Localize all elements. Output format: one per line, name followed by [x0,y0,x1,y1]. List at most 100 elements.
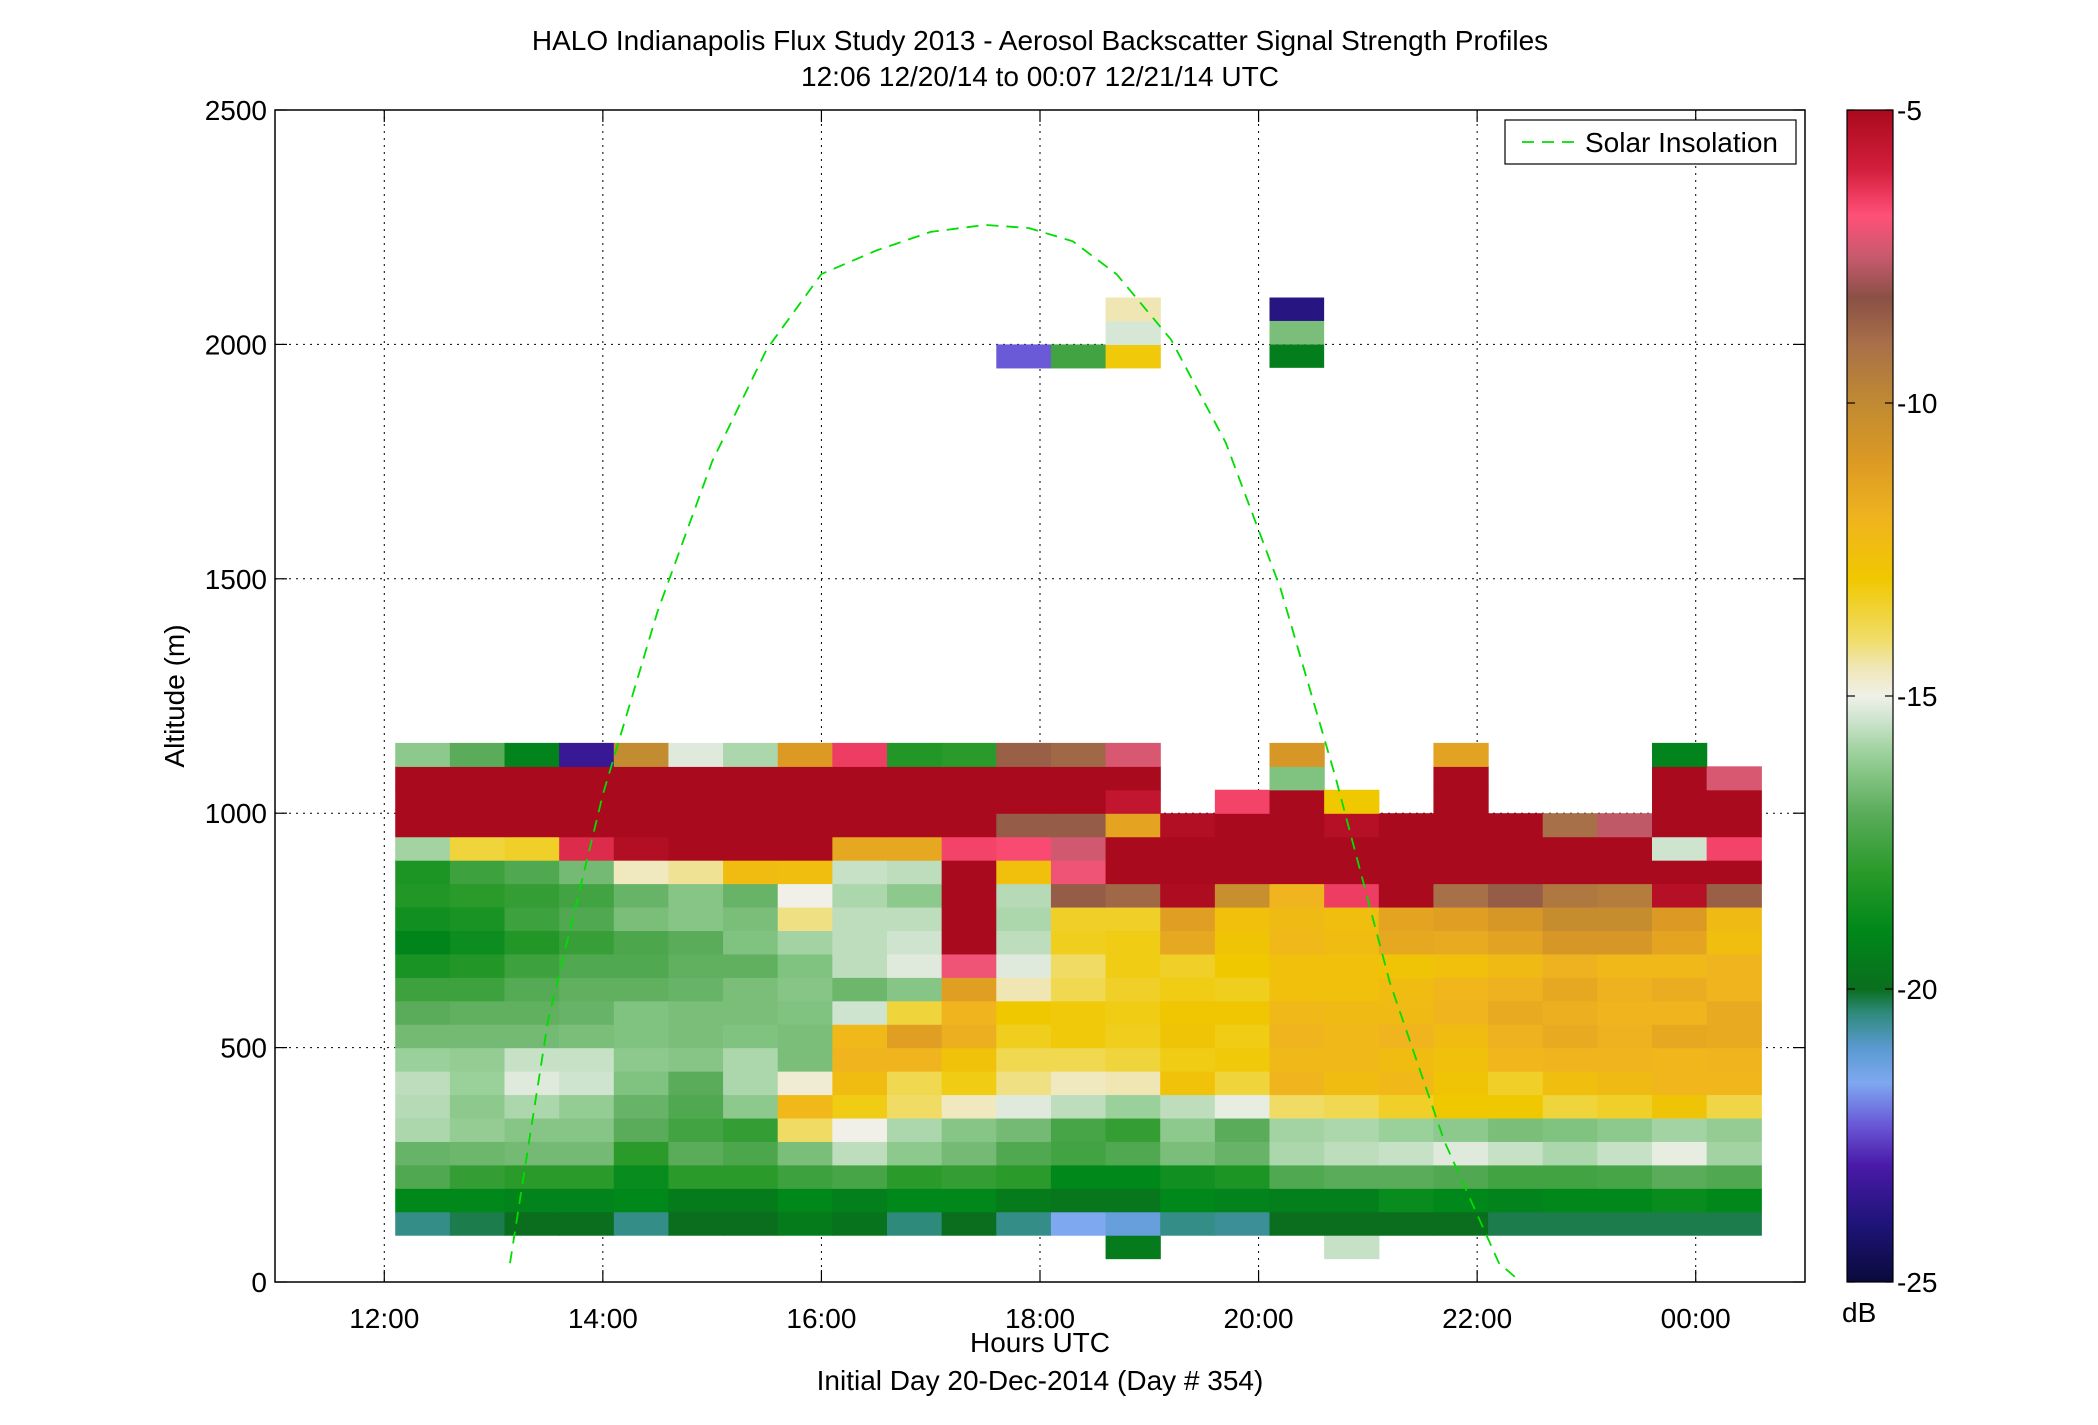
heatmap-cell-r12-c10 [941,953,997,978]
heatmap-cell-r17-c5 [668,836,724,861]
heatmap-cell-r20-c1 [449,766,506,791]
heatmap-cell-r3-c12 [1050,1164,1107,1189]
heatmap-cell-r11-c0 [395,977,451,1002]
heatmap-cell-r10-c22 [1597,1000,1653,1025]
heatmap-cell-r0-c13 [1105,1235,1161,1260]
heatmap-cell-r13-c6 [723,930,779,955]
heatmap-cell-r12-c9 [887,953,943,978]
heatmap-cell-r18-c24 [1706,813,1762,838]
heatmap-cell-r17-c0 [395,836,451,861]
heatmap-cell-r17-c4 [613,836,670,861]
heatmap-cell-r17-c7 [777,836,833,861]
heatmap-cell-r5-c10 [941,1117,997,1142]
heatmap-cell-r18-c4 [613,813,670,838]
heatmap-cell-r14-c20 [1488,906,1544,931]
heatmap-cell-r15-c6 [723,883,779,908]
heatmap-cell-r9-c3 [559,1024,615,1049]
heatmap-cell-r18-c2 [504,813,560,838]
heatmap-cell-r14-c11 [996,906,1052,931]
heatmap-cell-r19-c6 [723,789,779,814]
heatmap-cell-r16-c6 [723,860,779,885]
heatmap-cell-r12-c8 [832,953,888,978]
heatmap-cell-r8-c5 [668,1047,724,1072]
heatmap-cell-r18-c7 [777,813,833,838]
heatmap-cell-r2-c3 [559,1188,615,1213]
heatmap-cell-r4-c22 [1597,1141,1653,1166]
colorbar: -5 -10 -15 -20 -25 dB [1842,95,1937,1328]
heatmap-cell-r21-c11 [996,742,1052,767]
heatmap-cell-r12-c5 [668,953,724,978]
heatmap-cell-r6-c5 [668,1094,724,1119]
heatmap-cell-r4-c8 [832,1141,888,1166]
heatmap-cell-r14-c7 [777,906,833,931]
heatmap-cell-r3-c22 [1597,1164,1653,1189]
heatmap-cell-r16-c10 [941,860,997,885]
series-line-solar-insolation [509,223,1522,1282]
heatmap-cell-r16-c20 [1488,860,1544,885]
heatmap-cell-r1-c10 [941,1211,997,1236]
heatmap-cell-r12-c7 [777,953,833,978]
colorbar-tick-label-5: -5 [1897,95,1922,126]
heatmap-cell-r15-c12 [1050,883,1107,908]
heatmap-cell-r16-c7 [777,860,833,885]
heatmap-cell-r6-c19 [1433,1094,1489,1119]
heatmap-cell-r3-c24 [1706,1164,1762,1189]
heatmap-cells [395,297,1762,1260]
heatmap-cell-r2-c24 [1706,1188,1762,1213]
heatmap-cell-r8-c10 [941,1047,997,1072]
heatmap-cell-r3-c7 [777,1164,833,1189]
heatmap-cell-r6-c22 [1597,1094,1653,1119]
x-tick-label-00-00: 00:00 [1661,1303,1731,1334]
heatmap-cell-r14-c13 [1105,906,1161,931]
heatmap-cell-r7-c19 [1433,1071,1489,1096]
heatmap-cell-r4-c5 [668,1141,724,1166]
y-tick-label-0: 0 [251,1267,267,1298]
heatmap-cell-r19-c23 [1652,789,1708,814]
heatmap-cell-r5-c13 [1105,1117,1161,1142]
heatmap-cell-r15-c16 [1269,883,1325,908]
heatmap-cell-r18-c14 [1160,813,1216,838]
heatmap-cell-r10-c0 [395,1000,451,1025]
heatmap-cell-r13-c22 [1597,930,1653,955]
heatmap-cell-r18-c13 [1105,813,1161,838]
heatmap-cell-r12-c6 [723,953,779,978]
heatmap-cell-r20-c24 [1706,766,1762,791]
heatmap-cell-r8-c22 [1597,1047,1653,1072]
heatmap-cell-r6-c13 [1105,1094,1161,1119]
heatmap-cell-r5-c19 [1433,1117,1489,1142]
heatmap-cell-r8-c21 [1542,1047,1598,1072]
heatmap-cell-r12-c15 [1214,953,1271,978]
heatmap-cell-r5-c8 [832,1117,888,1142]
heatmap-cell-r16-c8 [832,860,888,885]
heatmap-cell-r10-c5 [668,1000,724,1025]
heatmap-cell-r1-c14 [1160,1211,1216,1236]
heatmap-cell-r4-c2 [504,1141,560,1166]
heatmap-cell-r5-c16 [1269,1117,1325,1142]
heatmap-cell-r8-c11 [996,1047,1052,1072]
heatmap-cell-r9-c12 [1050,1024,1107,1049]
x-tick-label-20-00: 20:00 [1224,1303,1294,1334]
heatmap-cell-r13-c10 [941,930,997,955]
heatmap-cell-r2-c1 [449,1188,506,1213]
heatmap-cell-r6-c7 [777,1094,833,1119]
heatmap-cell-r19-c13 [1105,789,1161,814]
heatmap-cell-r10-c14 [1160,1000,1216,1025]
heatmap-cell-r15-c11 [996,883,1052,908]
heatmap-cell-r13-c2 [504,930,560,955]
heatmap-cell-r5-c11 [996,1117,1052,1142]
heatmap-cell-r13-c8 [832,930,888,955]
heatmap-cell-r15-c15 [1214,883,1271,908]
heatmap-cell-r2-c7 [777,1188,833,1213]
heatmap-cell-r11-c1 [449,977,506,1002]
heatmap-cell-r12-c1 [449,953,506,978]
heatmap-cell-r10-c18 [1378,1000,1435,1025]
heatmap-cell-r15-c24 [1706,883,1762,908]
colorbar-ticks: -5 -10 -15 -20 -25 [1847,95,1937,1298]
heatmap-cell-r9-c23 [1652,1024,1708,1049]
heatmap-cell-r14-c0 [395,906,451,931]
x-tick-label-22-00: 22:00 [1442,1303,1512,1334]
heatmap-cell-r10-c12 [1050,1000,1107,1025]
heatmap-cell-r18-c3 [559,813,615,838]
heatmap-cell-r7-c6 [723,1071,779,1096]
